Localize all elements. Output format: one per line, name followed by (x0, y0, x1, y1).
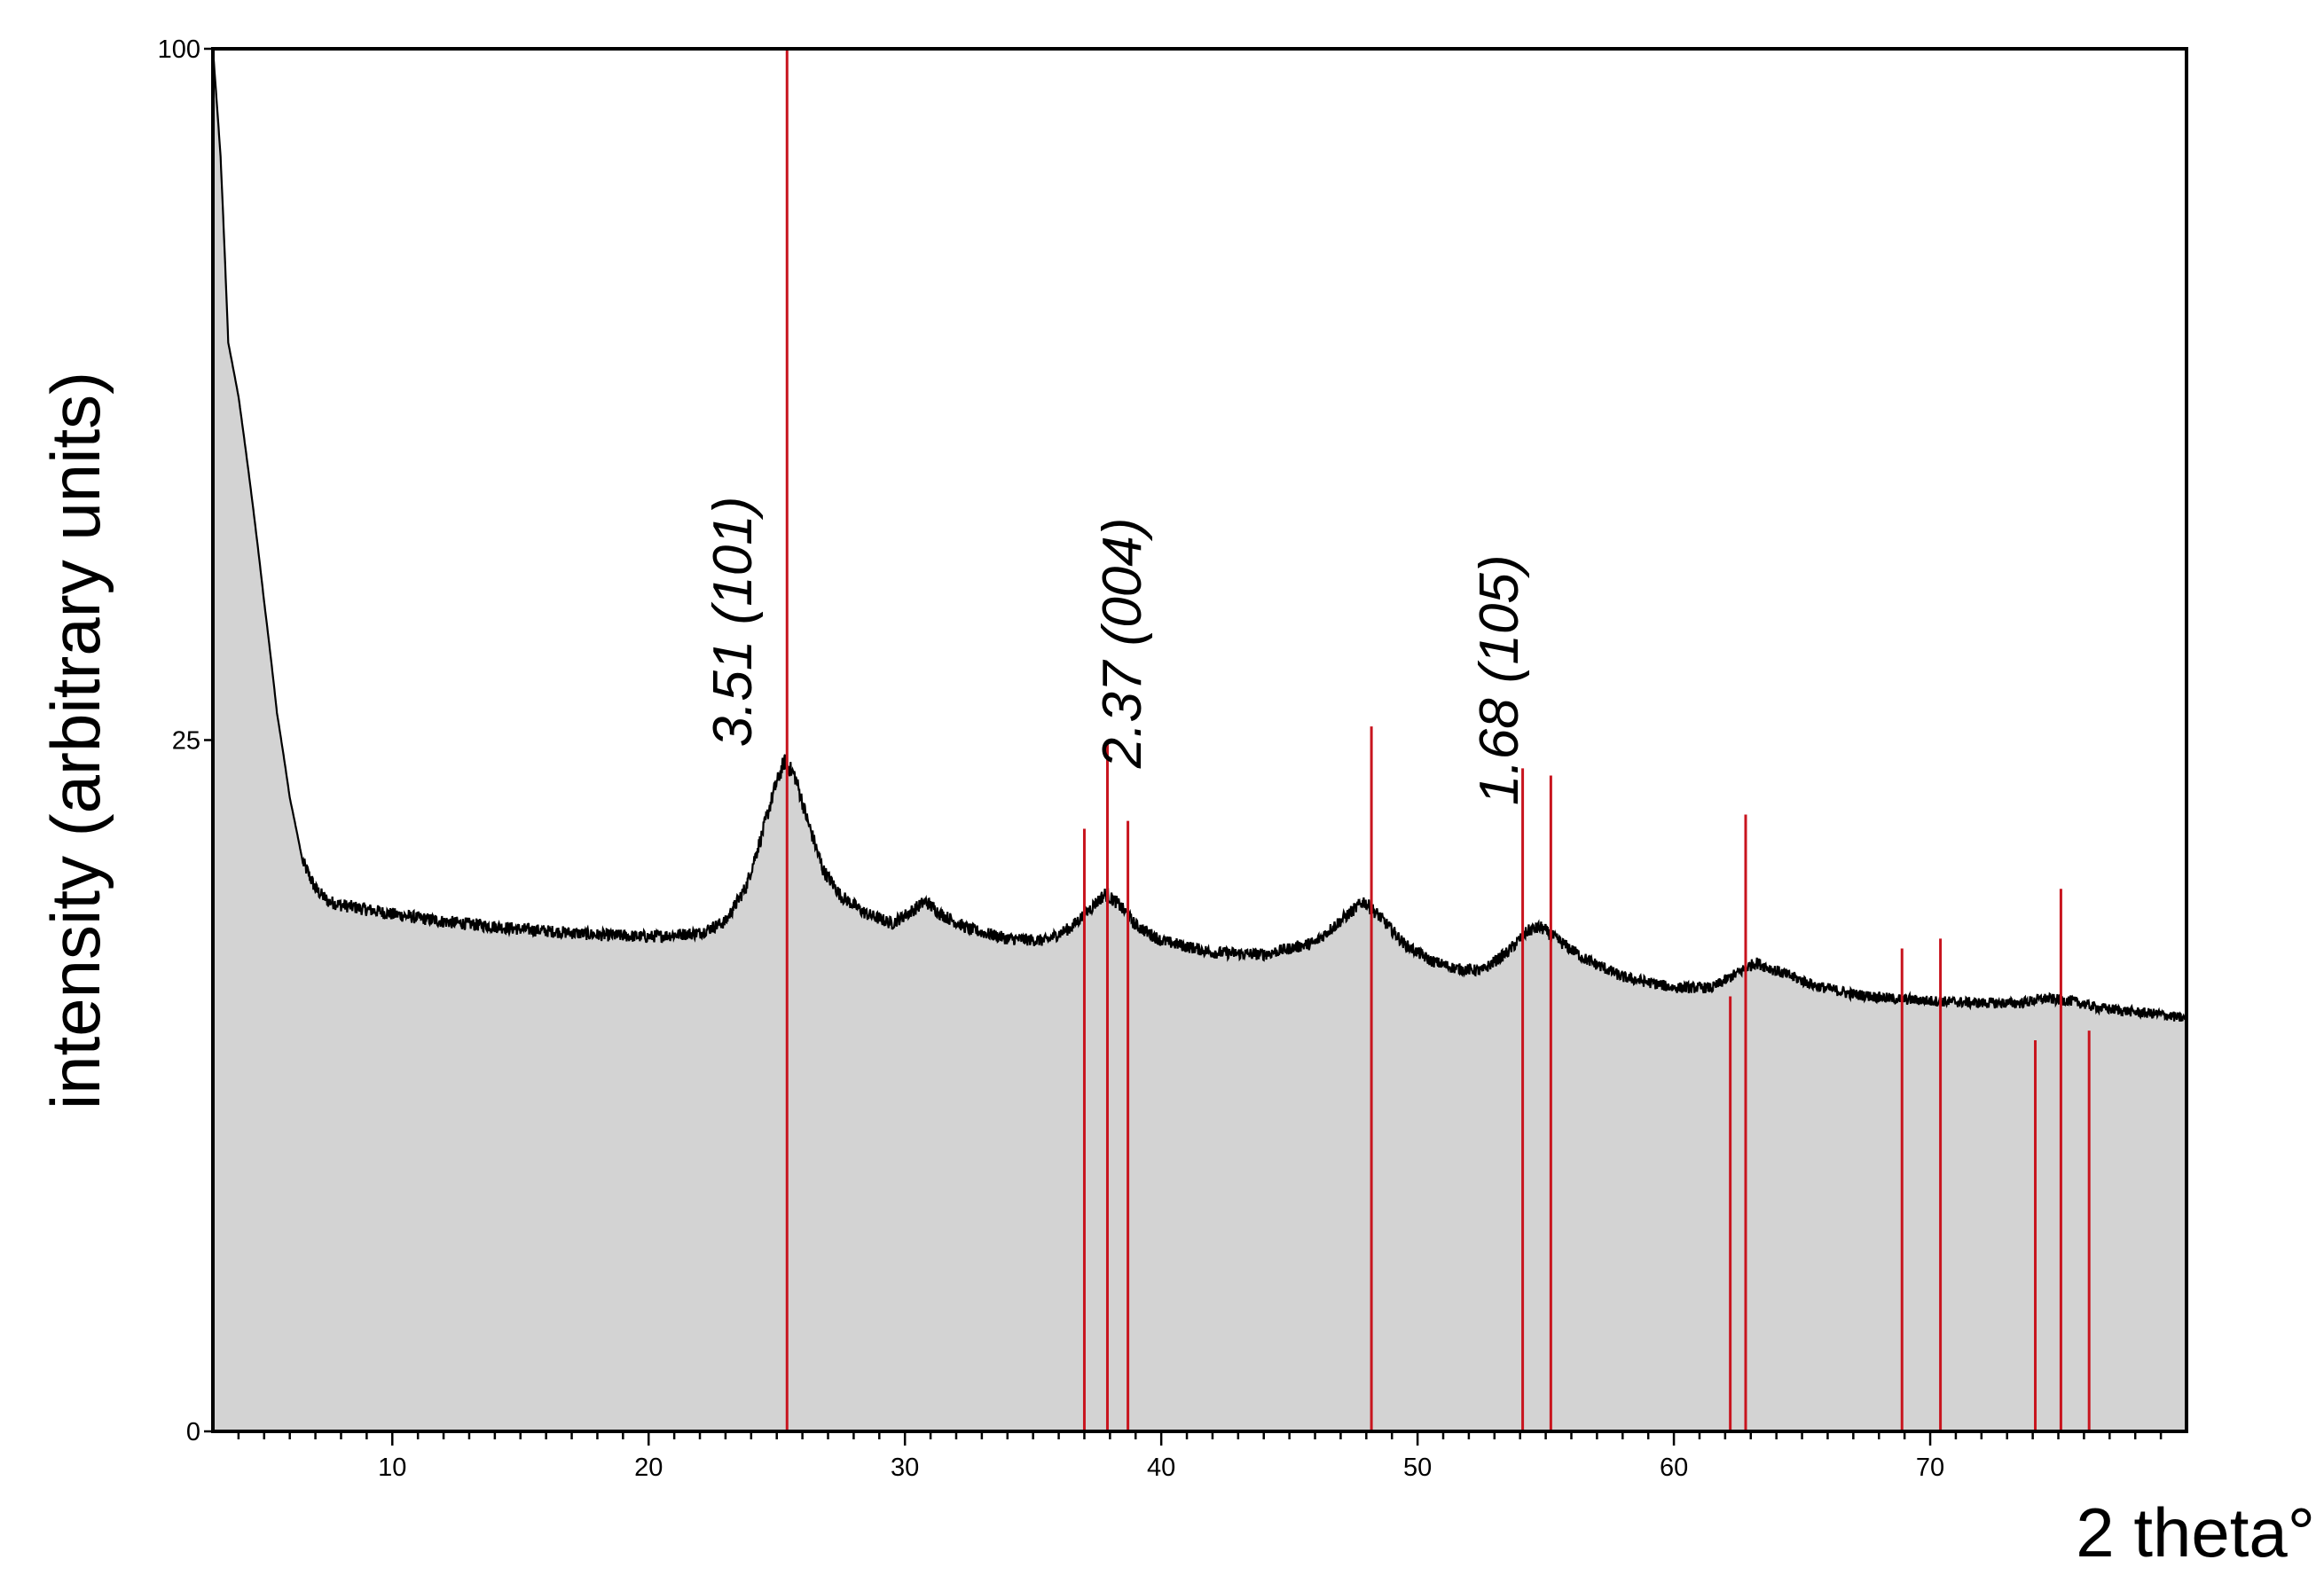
x-axis-title: 2 theta° (2076, 1493, 2315, 1571)
peak-annotation: 3.51 (101) (703, 497, 764, 748)
y-tick-label: 25 (172, 727, 200, 756)
x-tick-label: 40 (1147, 1454, 1175, 1482)
peak-annotations: 3.51 (101) 2.37 (004) 1.68 (105) (703, 497, 1530, 805)
x-tick-label: 10 (378, 1454, 406, 1482)
y-tick-label: 0 (186, 1418, 200, 1446)
x-tick-label: 60 (1660, 1454, 1688, 1482)
plot-area (211, 48, 2188, 1431)
x-tick-label: 70 (1916, 1454, 1944, 1482)
peak-annotation: 1.68 (105) (1469, 554, 1530, 805)
y-tick-label: 100 (158, 35, 200, 64)
axis-ticks (204, 47, 2163, 1446)
x-tick-label: 50 (1403, 1454, 1432, 1482)
intensity-line (211, 48, 2188, 1023)
x-tick-label: 20 (634, 1454, 663, 1482)
tick-labels: 10 20 30 40 50 60 70 0 25 100 (158, 35, 1945, 1482)
x-tick-label: 30 (891, 1454, 919, 1482)
peak-annotation: 2.37 (004) (1092, 518, 1153, 770)
reference-lines (785, 49, 2091, 1431)
intensity-area (213, 49, 2187, 1431)
y-axis-title: intensity (arbitrary units) (36, 372, 114, 1109)
